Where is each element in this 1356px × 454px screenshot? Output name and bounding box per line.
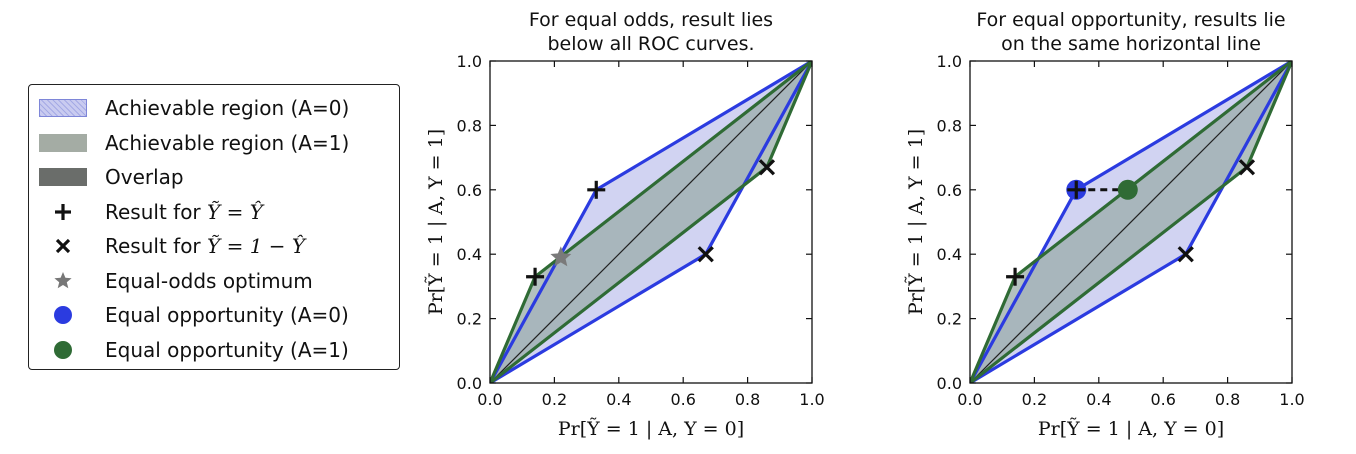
legend-plus-icon	[55, 203, 71, 220]
legend-circle-icon	[54, 306, 72, 324]
y-tick-label: 0.4	[937, 245, 962, 264]
chart-title: For equal odds, result lies	[529, 9, 773, 31]
y-axis-title: Pr[Ỹ = 1 | A, Y = 1]	[425, 129, 447, 315]
plus-marker	[526, 267, 545, 286]
chart-title: below all ROC curves.	[547, 33, 754, 55]
plus-marker	[1067, 180, 1086, 199]
legend-cross-icon	[55, 238, 71, 254]
y-tick-label: 0.6	[937, 181, 962, 200]
legend-label: Equal opportunity (A=1)	[105, 337, 349, 362]
x-tick-label: 0.4	[606, 390, 631, 409]
plot-frame	[969, 60, 1293, 384]
legend-label-text: Result for	[105, 234, 208, 258]
cross-marker	[758, 159, 776, 176]
x-tick-label: 0.4	[1086, 390, 1111, 409]
y-tick-label: 0.4	[457, 245, 482, 264]
y-tick-label: 1.0	[937, 52, 962, 71]
x-tick-label: 0.6	[670, 390, 695, 409]
diagonal-line	[970, 61, 1292, 383]
legend-circle-icon	[54, 340, 72, 359]
legend-label: Achievable region (A=1)	[105, 130, 350, 155]
cross-marker	[1238, 159, 1256, 176]
plus-marker	[587, 180, 606, 199]
legend-item: Achievable region (A=0)	[29, 93, 399, 123]
x-tick-label: 0.0	[957, 390, 982, 409]
y-tick-label: 1.0	[457, 52, 482, 71]
legend-item: Achievable region (A=1)	[29, 128, 399, 158]
x-tick-label: 1.0	[799, 390, 824, 409]
plot-area	[970, 61, 1292, 383]
achievable-region-outline	[970, 61, 1292, 383]
equal-opportunity-point	[1117, 179, 1138, 200]
legend-label-math: Ỹ = 1 − Ŷ	[207, 234, 306, 258]
x-tick-label: 0.0	[477, 390, 502, 409]
chart-title: on the same horizontal line	[1001, 33, 1261, 55]
legend-label: Achievable region (A=0)	[105, 96, 350, 120]
legend-item: Equal opportunity (A=1)	[29, 335, 399, 365]
plot-area	[490, 61, 812, 383]
legend-item: Result for Ỹ = 1 − Ŷ	[29, 231, 399, 261]
equal-odds-star-marker	[550, 246, 572, 267]
plot-frame	[489, 60, 813, 384]
x-tick-label: 0.2	[1022, 390, 1047, 409]
legend-item: Result for Ỹ = Ŷ	[29, 197, 399, 227]
y-tick-label: 0.2	[937, 310, 962, 329]
legend-item: Equal opportunity (A=0)	[29, 300, 399, 330]
legend-star-icon	[54, 271, 72, 288]
legend-swatch	[39, 99, 87, 117]
legend-label: Result for Ỹ = Ŷ	[105, 199, 263, 225]
legend-item: Equal-odds optimum	[29, 266, 399, 296]
y-tick-label: 0.0	[937, 374, 962, 393]
y-tick-label: 0.8	[937, 116, 962, 135]
cross-marker	[1177, 246, 1194, 263]
x-tick-label: 0.8	[1215, 390, 1240, 409]
legend-label: Equal-odds optimum	[105, 268, 313, 293]
x-tick-label: 1.0	[1279, 390, 1304, 409]
achievable-region-outline	[970, 61, 1292, 383]
x-axis-title: Pr[Ỹ = 1 | A, Y = 0]	[1038, 418, 1224, 440]
legend-swatch	[39, 168, 87, 186]
x-tick-label: 0.2	[542, 390, 567, 409]
x-tick-label: 0.8	[735, 390, 760, 409]
legend-label: Result for Ỹ = 1 − Ŷ	[105, 233, 305, 259]
chart-title: For equal opportunity, results lie	[976, 9, 1285, 31]
x-tick-label: 0.6	[1150, 390, 1175, 409]
legend-label-math: Ỹ = Ŷ	[207, 199, 263, 224]
x-axis-title: Pr[Ỹ = 1 | A, Y = 0]	[558, 418, 744, 440]
y-axis-title: Pr[Ỹ = 1 | A, Y = 1]	[905, 129, 927, 315]
legend-label-text: Result for	[105, 199, 208, 224]
y-tick-label: 0.6	[457, 181, 482, 200]
y-tick-label: 0.8	[457, 116, 482, 135]
y-tick-label: 0.2	[457, 310, 482, 329]
legend-label: Equal opportunity (A=0)	[105, 303, 349, 327]
diagonal-line	[490, 61, 812, 383]
legend-label: Overlap	[105, 165, 184, 189]
legend-swatch	[39, 133, 87, 152]
y-tick-label: 0.0	[457, 374, 482, 393]
legend-item: Overlap	[29, 162, 399, 192]
achievable-region-outline	[490, 61, 812, 383]
legend: Achievable region (A=0) Achievable region…	[28, 84, 400, 370]
plus-marker	[1006, 267, 1025, 286]
cross-marker	[697, 246, 714, 263]
